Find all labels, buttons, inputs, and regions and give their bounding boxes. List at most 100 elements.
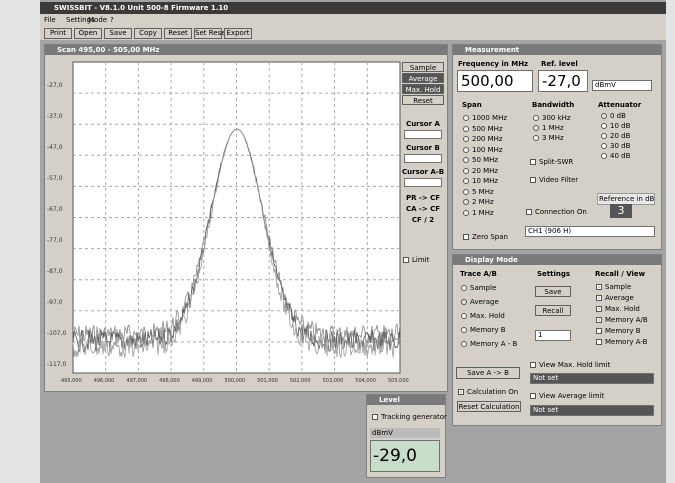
toolbar-button[interactable]: Reset	[164, 28, 192, 39]
attenuator-option-control[interactable]	[601, 123, 607, 129]
view-check[interactable]: Memory B	[605, 327, 641, 335]
save-button[interactable]: Save	[535, 286, 571, 297]
split-check-control[interactable]	[530, 159, 536, 165]
trace-option-control[interactable]	[461, 327, 467, 333]
span-option[interactable]: 5 MHz	[472, 187, 494, 196]
bandwidth-option[interactable]: 3 MHz	[542, 134, 564, 142]
attenuator-option[interactable]: 10 dB	[610, 122, 631, 130]
cursor-action[interactable]: CA -> CF	[405, 205, 441, 213]
span-option-control[interactable]	[463, 178, 469, 184]
trace-option-control[interactable]	[461, 285, 467, 291]
cursor-action[interactable]: PR -> CF	[405, 194, 441, 202]
bandwidth-option-control[interactable]	[533, 125, 539, 131]
span-option-control[interactable]	[463, 199, 469, 205]
video-check[interactable]: Video Filter	[539, 176, 579, 184]
ref-input[interactable]: -27,0	[538, 70, 588, 92]
toolbar-button[interactable]: Export	[224, 28, 252, 39]
trace-option[interactable]: Max. Hold	[470, 312, 505, 320]
unit-select[interactable]: dBmV	[592, 80, 652, 91]
attenuator-option[interactable]: 20 dB	[610, 132, 631, 140]
max-limit-check-control[interactable]	[530, 362, 536, 368]
cursor-action[interactable]: CF / 2	[411, 216, 435, 224]
trace-button[interactable]: Reset	[402, 95, 444, 105]
menu-item[interactable]: Settings	[66, 16, 95, 24]
max-limit-select[interactable]: Not set	[530, 373, 654, 384]
toolbar-button[interactable]: Print	[44, 28, 72, 39]
avg-limit-check-control[interactable]	[530, 393, 536, 399]
reset-calc-button[interactable]: Reset Calculation	[457, 401, 521, 412]
save-ab-button[interactable]: Save A -> B	[456, 367, 520, 379]
span-option-control[interactable]	[463, 188, 469, 195]
view-check-control[interactable]	[596, 284, 602, 290]
attenuator-option-control[interactable]	[601, 143, 607, 149]
span-option[interactable]: 200 MHz	[472, 135, 503, 143]
connection-check-control[interactable]	[526, 209, 532, 215]
view-check[interactable]: Max. Hold	[605, 305, 640, 313]
channel-select[interactable]: CH1 (906 H)	[525, 226, 655, 237]
trace-button[interactable]: Max. Hold	[402, 84, 444, 94]
recall-button[interactable]: Recall	[535, 305, 571, 316]
calc-check[interactable]: Calculation On	[467, 388, 519, 396]
span-option[interactable]: 500 MHz	[472, 124, 503, 133]
view-check[interactable]: Memory A/B	[605, 316, 648, 324]
attenuator-option[interactable]: 30 dB	[610, 142, 631, 150]
view-check-control[interactable]	[596, 328, 602, 334]
zero-span[interactable]: Zero Span	[472, 233, 508, 241]
view-check-control[interactable]	[596, 306, 602, 312]
span-option[interactable]: 20 MHz	[472, 166, 499, 175]
limit-check[interactable]: Limit	[412, 256, 430, 264]
span-option-control[interactable]	[463, 209, 469, 216]
trace-option[interactable]: Memory A - B	[470, 340, 518, 348]
attenuator-option-control[interactable]	[601, 153, 607, 159]
frequency-input[interactable]: 500,00	[457, 70, 533, 92]
split-check[interactable]: Split-SWR	[539, 158, 574, 166]
menu-item[interactable]: ?	[110, 16, 114, 24]
span-option[interactable]: 10 MHz	[472, 177, 499, 185]
trace-option-control[interactable]	[461, 341, 467, 347]
avg-limit-select[interactable]: Not set	[530, 405, 654, 416]
view-check-control[interactable]	[596, 317, 602, 323]
trace-option[interactable]: Sample	[470, 284, 497, 292]
tracking-check[interactable]: Tracking generator	[381, 413, 447, 421]
trace-option[interactable]: Average	[470, 298, 499, 306]
slot-select[interactable]: 1	[535, 330, 571, 341]
attenuator-option-control[interactable]	[601, 133, 607, 139]
zero-span-control[interactable]	[463, 234, 469, 240]
trace-option[interactable]: Memory B	[470, 326, 506, 334]
attenuator-option[interactable]: 0 dB	[610, 112, 626, 120]
view-check[interactable]: Sample	[605, 283, 632, 291]
span-option[interactable]: 1000 MHz	[472, 114, 508, 122]
bandwidth-option-control[interactable]	[533, 115, 539, 121]
trace-option-control[interactable]	[461, 313, 467, 319]
menu-item[interactable]: File	[44, 16, 56, 24]
span-option[interactable]: 2 MHz	[472, 198, 494, 206]
span-option-control[interactable]	[463, 157, 469, 163]
avg-limit-check[interactable]: View Average limit	[539, 392, 605, 400]
menu-item[interactable]: Mode	[88, 16, 108, 24]
view-check-control[interactable]	[596, 295, 602, 301]
attenuator-option-control[interactable]	[601, 113, 607, 119]
view-check-control[interactable]	[596, 339, 602, 345]
bandwidth-option-control[interactable]	[533, 135, 539, 141]
calc-check-control[interactable]	[458, 389, 464, 395]
trace-button[interactable]: Sample	[402, 62, 444, 72]
span-option-control[interactable]	[463, 125, 469, 132]
span-option[interactable]: 100 MHz	[472, 145, 503, 154]
tracking-check-control[interactable]	[372, 414, 378, 420]
span-option[interactable]: 50 MHz	[472, 156, 499, 164]
bandwidth-option[interactable]: 1 MHz	[542, 124, 564, 132]
view-check[interactable]: Memory A-B	[605, 338, 648, 346]
toolbar-button[interactable]: Copy	[134, 28, 162, 39]
attenuator-option[interactable]: 40 dB	[610, 152, 631, 160]
trace-option-control[interactable]	[461, 299, 467, 305]
toolbar-button[interactable]: Open	[74, 28, 102, 39]
max-limit-check[interactable]: View Max. Hold limit	[539, 361, 611, 369]
limit-check-control[interactable]	[403, 257, 409, 263]
span-option[interactable]: 1 MHz	[472, 208, 494, 217]
video-check-control[interactable]	[530, 177, 536, 183]
trace-button[interactable]: Average	[402, 73, 444, 83]
span-option-control[interactable]	[463, 146, 469, 153]
connection-check[interactable]: Connection On	[535, 208, 587, 216]
span-option-control[interactable]	[463, 136, 469, 142]
view-check[interactable]: Average	[605, 294, 634, 302]
